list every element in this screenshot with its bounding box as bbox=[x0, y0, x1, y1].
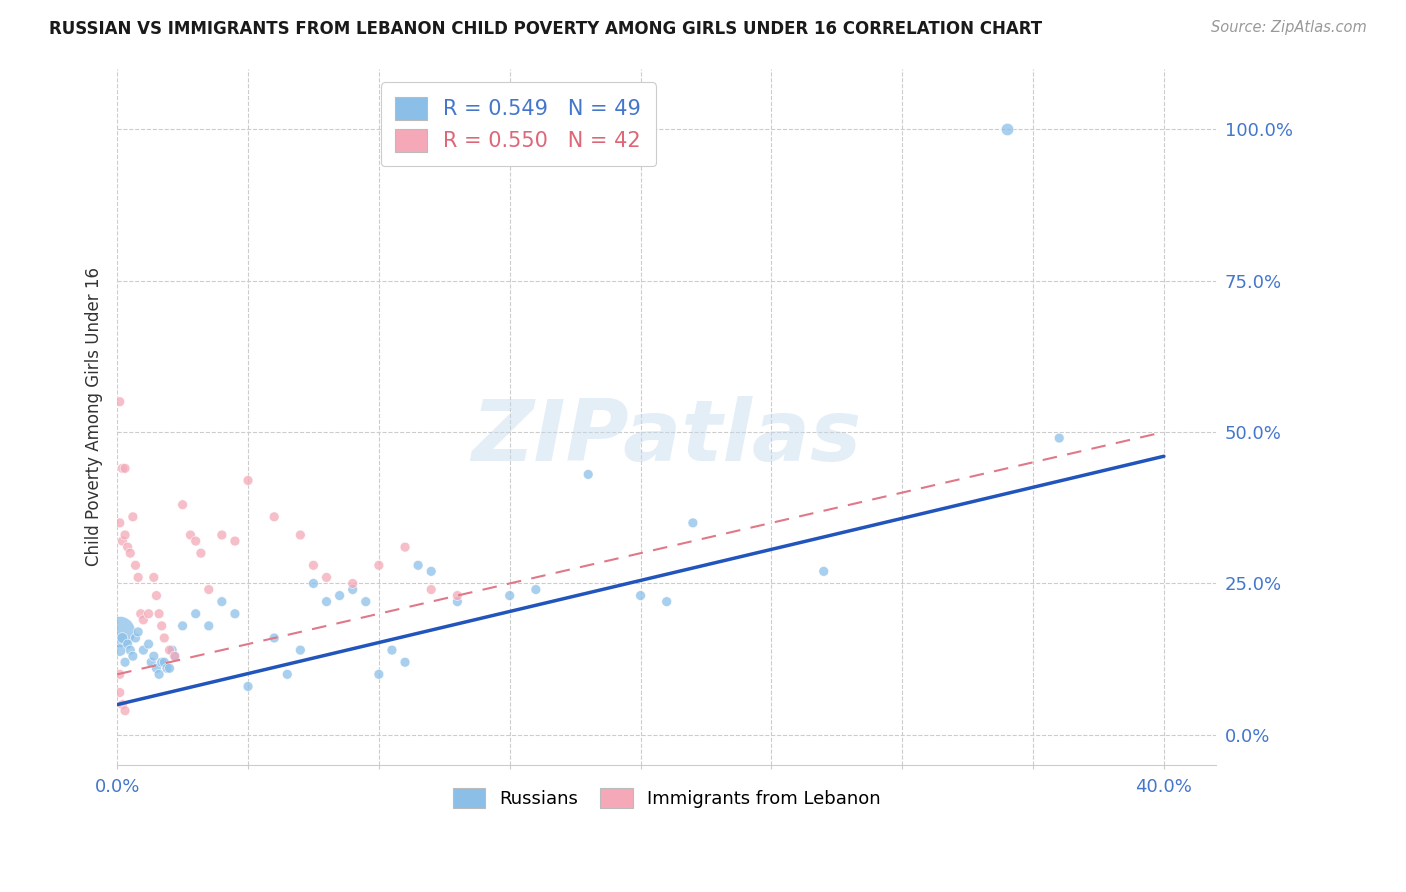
Point bbox=[342, 576, 364, 591]
Point bbox=[302, 558, 325, 573]
Point bbox=[524, 582, 547, 597]
Point bbox=[163, 649, 186, 664]
Point bbox=[576, 467, 599, 482]
Point bbox=[420, 565, 443, 579]
Point bbox=[114, 655, 136, 669]
Point bbox=[108, 667, 131, 681]
Point bbox=[420, 582, 443, 597]
Point bbox=[108, 685, 131, 699]
Point bbox=[197, 619, 219, 633]
Point bbox=[172, 619, 194, 633]
Point bbox=[122, 649, 145, 664]
Point bbox=[114, 528, 136, 542]
Point bbox=[394, 655, 416, 669]
Point bbox=[172, 498, 194, 512]
Point bbox=[114, 461, 136, 475]
Point bbox=[138, 637, 160, 651]
Point bbox=[124, 558, 146, 573]
Point bbox=[114, 704, 136, 718]
Point bbox=[163, 649, 186, 664]
Point bbox=[179, 528, 201, 542]
Text: RUSSIAN VS IMMIGRANTS FROM LEBANON CHILD POVERTY AMONG GIRLS UNDER 16 CORRELATIO: RUSSIAN VS IMMIGRANTS FROM LEBANON CHILD… bbox=[49, 20, 1042, 37]
Point bbox=[1047, 431, 1070, 445]
Point bbox=[156, 661, 179, 675]
Point bbox=[124, 631, 146, 645]
Point bbox=[150, 655, 173, 669]
Point bbox=[184, 607, 207, 621]
Point bbox=[329, 589, 352, 603]
Point bbox=[184, 534, 207, 549]
Point bbox=[153, 655, 176, 669]
Point bbox=[141, 655, 163, 669]
Point bbox=[129, 607, 152, 621]
Point bbox=[142, 570, 165, 584]
Point bbox=[111, 698, 134, 712]
Point bbox=[108, 516, 131, 530]
Text: Source: ZipAtlas.com: Source: ZipAtlas.com bbox=[1211, 20, 1367, 35]
Point bbox=[236, 680, 259, 694]
Point bbox=[117, 540, 139, 554]
Point bbox=[120, 643, 142, 657]
Point bbox=[381, 643, 404, 657]
Point bbox=[138, 607, 160, 621]
Point bbox=[276, 667, 298, 681]
Point bbox=[120, 546, 142, 560]
Point bbox=[127, 624, 149, 639]
Point bbox=[354, 594, 377, 608]
Point bbox=[111, 534, 134, 549]
Point bbox=[145, 589, 167, 603]
Point bbox=[367, 667, 389, 681]
Point bbox=[153, 631, 176, 645]
Point bbox=[682, 516, 704, 530]
Point bbox=[406, 558, 429, 573]
Point bbox=[655, 594, 678, 608]
Point bbox=[159, 661, 181, 675]
Point bbox=[108, 394, 131, 409]
Point bbox=[446, 594, 468, 608]
Point bbox=[148, 607, 170, 621]
Point bbox=[108, 643, 131, 657]
Point bbox=[290, 528, 312, 542]
Point bbox=[111, 631, 134, 645]
Point bbox=[211, 528, 233, 542]
Point bbox=[236, 474, 259, 488]
Point bbox=[150, 619, 173, 633]
Point bbox=[342, 582, 364, 597]
Point bbox=[315, 570, 337, 584]
Point bbox=[290, 643, 312, 657]
Point bbox=[132, 643, 155, 657]
Point bbox=[263, 631, 285, 645]
Point bbox=[813, 565, 835, 579]
Point bbox=[367, 558, 389, 573]
Point bbox=[630, 589, 652, 603]
Point bbox=[446, 589, 468, 603]
Point bbox=[145, 661, 167, 675]
Legend: Russians, Immigrants from Lebanon: Russians, Immigrants from Lebanon bbox=[446, 781, 889, 815]
Point bbox=[142, 649, 165, 664]
Point bbox=[224, 534, 246, 549]
Point bbox=[117, 637, 139, 651]
Point bbox=[394, 540, 416, 554]
Point bbox=[160, 643, 183, 657]
Point bbox=[127, 570, 149, 584]
Point bbox=[159, 643, 181, 657]
Point bbox=[111, 461, 134, 475]
Point bbox=[995, 122, 1018, 136]
Point bbox=[190, 546, 212, 560]
Point bbox=[302, 576, 325, 591]
Point bbox=[132, 613, 155, 627]
Point bbox=[499, 589, 522, 603]
Point bbox=[224, 607, 246, 621]
Point bbox=[263, 509, 285, 524]
Point bbox=[315, 594, 337, 608]
Point bbox=[197, 582, 219, 597]
Point bbox=[108, 624, 131, 639]
Point bbox=[148, 667, 170, 681]
Point bbox=[122, 509, 145, 524]
Text: ZIPatlas: ZIPatlas bbox=[471, 396, 862, 479]
Point bbox=[211, 594, 233, 608]
Y-axis label: Child Poverty Among Girls Under 16: Child Poverty Among Girls Under 16 bbox=[86, 268, 103, 566]
